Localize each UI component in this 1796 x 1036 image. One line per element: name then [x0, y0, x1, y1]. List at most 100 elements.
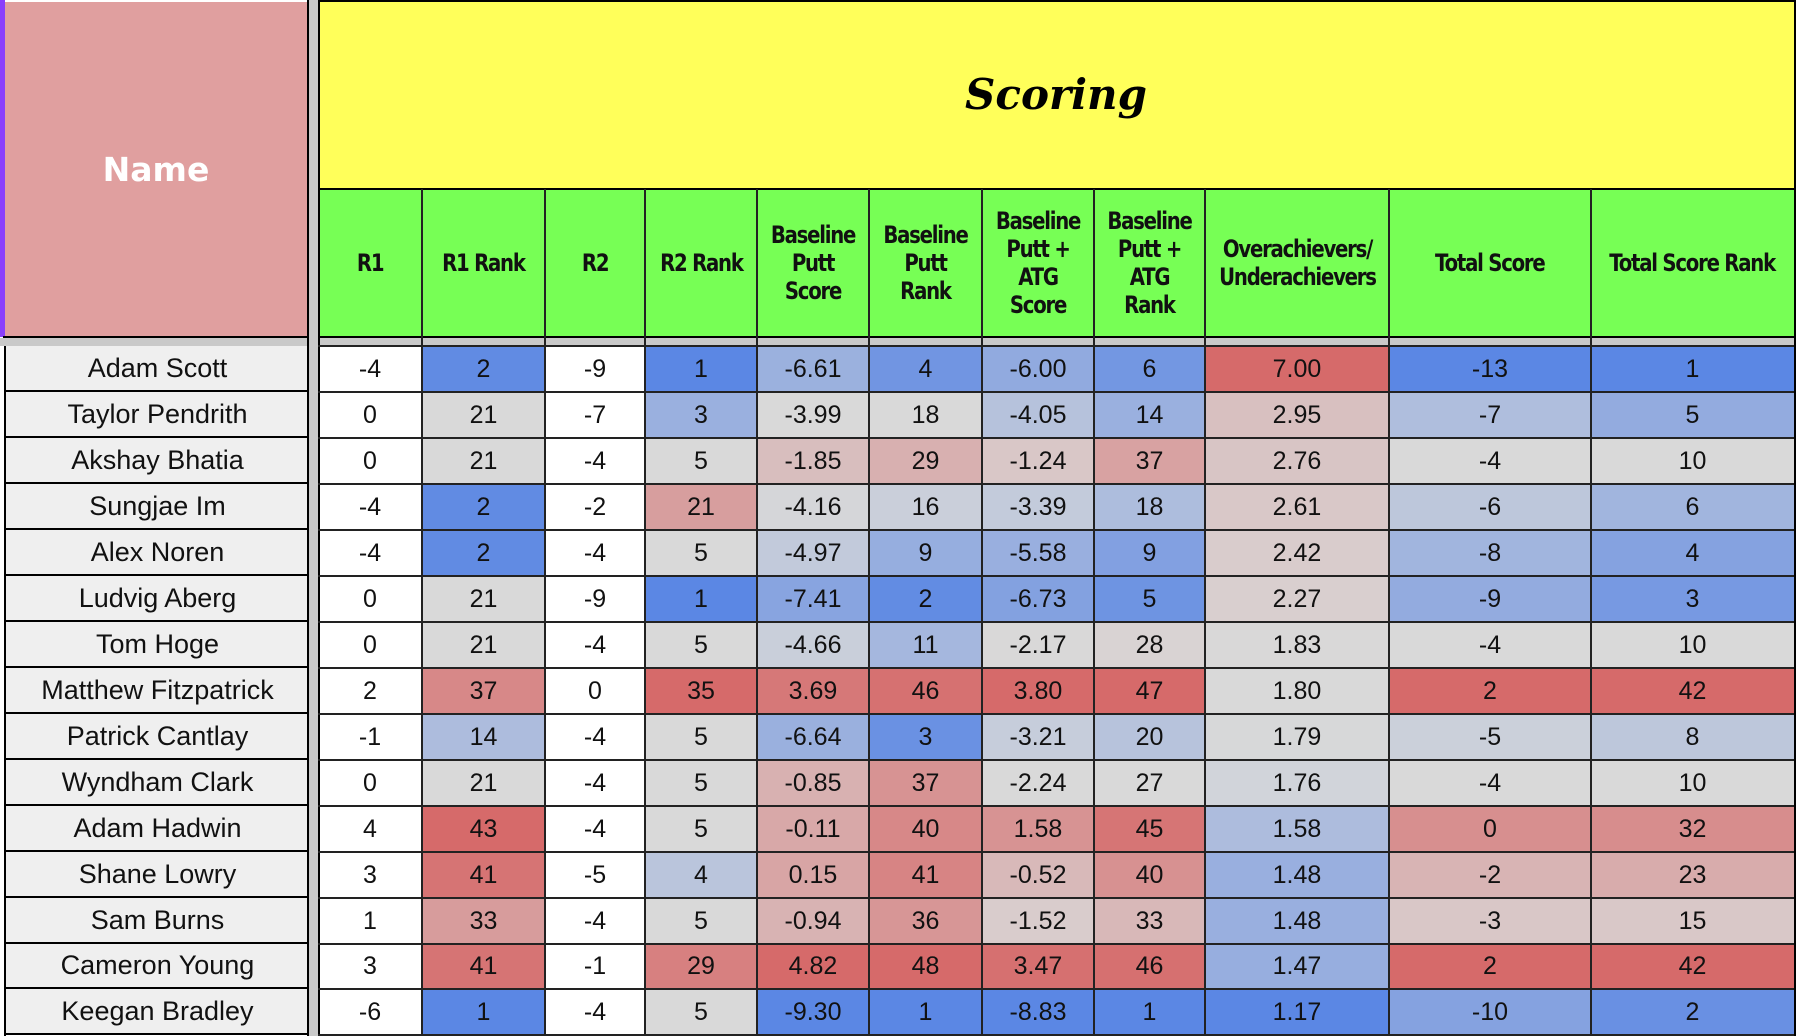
data-cell[interactable]: -5 [545, 852, 645, 898]
data-cell[interactable]: -2.17 [982, 622, 1094, 668]
data-cell[interactable]: -4.16 [757, 484, 869, 530]
column-header[interactable]: R2 [545, 189, 645, 337]
data-cell[interactable]: 33 [1094, 898, 1205, 944]
data-cell[interactable]: 5 [645, 806, 757, 852]
data-cell[interactable]: 1.83 [1205, 622, 1389, 668]
data-cell[interactable]: 1 [1591, 346, 1794, 392]
data-cell[interactable]: 41 [869, 852, 982, 898]
data-cell[interactable]: 37 [422, 668, 545, 714]
data-cell[interactable]: 21 [422, 622, 545, 668]
column-header[interactable]: Baseline Putt Score [757, 189, 869, 337]
data-cell[interactable]: 2.95 [1205, 392, 1389, 438]
player-name[interactable]: Akshay Bhatia [6, 438, 309, 484]
player-name[interactable]: Shane Lowry [6, 852, 309, 898]
data-cell[interactable]: -4 [318, 530, 422, 576]
data-cell[interactable]: -4 [545, 622, 645, 668]
data-cell[interactable]: 2 [422, 530, 545, 576]
data-cell[interactable]: 20 [1094, 714, 1205, 760]
data-cell[interactable]: 2 [422, 484, 545, 530]
data-cell[interactable]: 11 [869, 622, 982, 668]
data-cell[interactable]: 1 [1094, 989, 1205, 1035]
data-cell[interactable]: 9 [1094, 530, 1205, 576]
data-cell[interactable]: -3.99 [757, 392, 869, 438]
data-cell[interactable]: 6 [1591, 484, 1794, 530]
data-cell[interactable]: 29 [645, 944, 757, 989]
player-name[interactable]: Taylor Pendrith [6, 392, 309, 438]
column-header[interactable]: Overachievers/ Underachievers [1205, 189, 1389, 337]
data-cell[interactable]: 45 [1094, 806, 1205, 852]
data-cell[interactable]: 1.58 [982, 806, 1094, 852]
data-cell[interactable]: 37 [869, 760, 982, 806]
player-name[interactable]: Adam Scott [6, 346, 309, 392]
data-cell[interactable]: 3 [1591, 576, 1794, 622]
data-cell[interactable]: 21 [422, 576, 545, 622]
data-cell[interactable]: 2 [869, 576, 982, 622]
data-cell[interactable]: 4.82 [757, 944, 869, 989]
data-cell[interactable]: 5 [645, 989, 757, 1035]
data-cell[interactable]: 1 [645, 576, 757, 622]
data-cell[interactable]: -4 [545, 898, 645, 944]
data-cell[interactable]: -4 [545, 714, 645, 760]
data-cell[interactable]: 5 [645, 530, 757, 576]
data-cell[interactable]: -7.41 [757, 576, 869, 622]
data-cell[interactable]: 10 [1591, 622, 1794, 668]
data-cell[interactable]: 10 [1591, 438, 1794, 484]
data-cell[interactable]: 28 [1094, 622, 1205, 668]
data-cell[interactable]: 2.61 [1205, 484, 1389, 530]
data-cell[interactable]: -2.24 [982, 760, 1094, 806]
data-cell[interactable]: 40 [869, 806, 982, 852]
data-cell[interactable]: -9.30 [757, 989, 869, 1035]
data-cell[interactable]: 0 [545, 668, 645, 714]
player-name[interactable]: Wyndham Clark [6, 760, 309, 806]
data-cell[interactable]: 2 [422, 346, 545, 392]
data-cell[interactable]: -0.11 [757, 806, 869, 852]
data-cell[interactable]: 1.58 [1205, 806, 1389, 852]
data-cell[interactable]: -9 [545, 346, 645, 392]
data-cell[interactable]: 5 [1591, 392, 1794, 438]
data-cell[interactable]: -7 [1389, 392, 1591, 438]
data-cell[interactable]: 4 [318, 806, 422, 852]
data-cell[interactable]: 3.47 [982, 944, 1094, 989]
data-cell[interactable]: -4 [318, 346, 422, 392]
data-cell[interactable]: 2.27 [1205, 576, 1389, 622]
data-cell[interactable]: 3 [318, 944, 422, 989]
data-cell[interactable]: 14 [422, 714, 545, 760]
data-cell[interactable]: 2 [1389, 668, 1591, 714]
data-cell[interactable]: 15 [1591, 898, 1794, 944]
data-cell[interactable]: 18 [869, 392, 982, 438]
data-cell[interactable]: 40 [1094, 852, 1205, 898]
data-cell[interactable]: 23 [1591, 852, 1794, 898]
data-cell[interactable]: -3.21 [982, 714, 1094, 760]
player-name[interactable]: Alex Noren [6, 530, 309, 576]
player-name[interactable]: Matthew Fitzpatrick [6, 668, 309, 714]
data-cell[interactable]: -1 [318, 714, 422, 760]
player-name[interactable]: Patrick Cantlay [6, 714, 309, 760]
data-cell[interactable]: 36 [869, 898, 982, 944]
column-header[interactable]: Baseline Putt + ATG Rank [1094, 189, 1205, 337]
data-cell[interactable]: -5.58 [982, 530, 1094, 576]
data-cell[interactable]: -13 [1389, 346, 1591, 392]
data-cell[interactable]: 0 [318, 622, 422, 668]
player-name[interactable]: Keegan Bradley [6, 989, 309, 1035]
data-cell[interactable]: -2 [545, 484, 645, 530]
data-cell[interactable]: 10 [1591, 760, 1794, 806]
player-name[interactable]: Sungjae Im [6, 484, 309, 530]
data-cell[interactable]: 1.79 [1205, 714, 1389, 760]
data-cell[interactable]: -4.97 [757, 530, 869, 576]
data-cell[interactable]: -6.00 [982, 346, 1094, 392]
data-cell[interactable]: 0 [318, 438, 422, 484]
column-header[interactable]: R1 Rank [422, 189, 545, 337]
data-cell[interactable]: 32 [1591, 806, 1794, 852]
data-cell[interactable]: 0.15 [757, 852, 869, 898]
data-cell[interactable]: -4 [545, 989, 645, 1035]
data-cell[interactable]: 1.48 [1205, 852, 1389, 898]
data-cell[interactable]: -4 [545, 530, 645, 576]
data-cell[interactable]: 33 [422, 898, 545, 944]
column-header[interactable]: Baseline Putt + ATG Score [982, 189, 1094, 337]
data-cell[interactable]: 5 [645, 898, 757, 944]
data-cell[interactable]: 0 [318, 760, 422, 806]
data-cell[interactable]: 46 [1094, 944, 1205, 989]
data-cell[interactable]: 0 [318, 576, 422, 622]
data-cell[interactable]: 42 [1591, 668, 1794, 714]
player-name[interactable]: Sam Burns [6, 898, 309, 944]
